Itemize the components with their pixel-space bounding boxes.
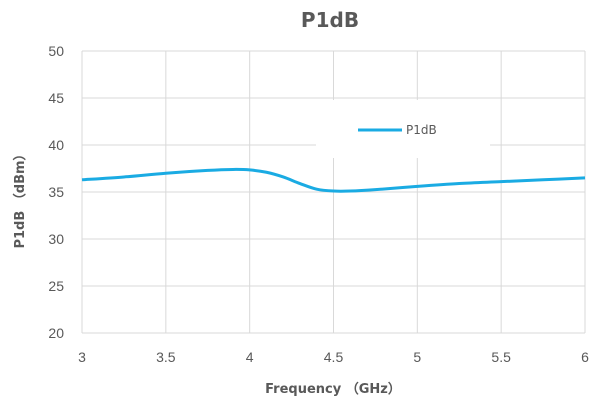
y-tick-label: 20 (48, 325, 64, 341)
x-tick-label: 3.5 (156, 349, 176, 365)
y-tick-label: 40 (48, 137, 64, 153)
x-tick-label: 5.5 (491, 349, 511, 365)
x-axis-ticks: 3 3.5 4 4.5 5 5.5 6 (78, 349, 589, 365)
series-line-p1db (81, 167, 586, 193)
y-tick-label: 35 (48, 184, 64, 200)
y-tick-label: 45 (48, 90, 64, 106)
x-tick-label: 4 (246, 349, 254, 365)
x-axis-label: Frequency （GHz） (265, 381, 401, 397)
x-tick-label: 6 (581, 349, 589, 365)
x-tick-label: 5 (413, 349, 421, 365)
chart-title: P1dB (301, 8, 359, 32)
x-tick-label: 3 (78, 349, 86, 365)
legend: P1dB (316, 100, 490, 158)
y-tick-label: 30 (48, 231, 64, 247)
x-tick-label: 4.5 (324, 349, 344, 365)
series-group (81, 167, 586, 193)
y-tick-label: 50 (48, 43, 64, 59)
y-axis-label: P1dB （dBm） (12, 147, 28, 248)
y-tick-label: 25 (48, 278, 64, 294)
y-axis-ticks: 20 25 30 35 40 45 50 (48, 43, 64, 341)
legend-label-p1db: P1dB (406, 123, 437, 137)
legend-background (316, 100, 490, 158)
